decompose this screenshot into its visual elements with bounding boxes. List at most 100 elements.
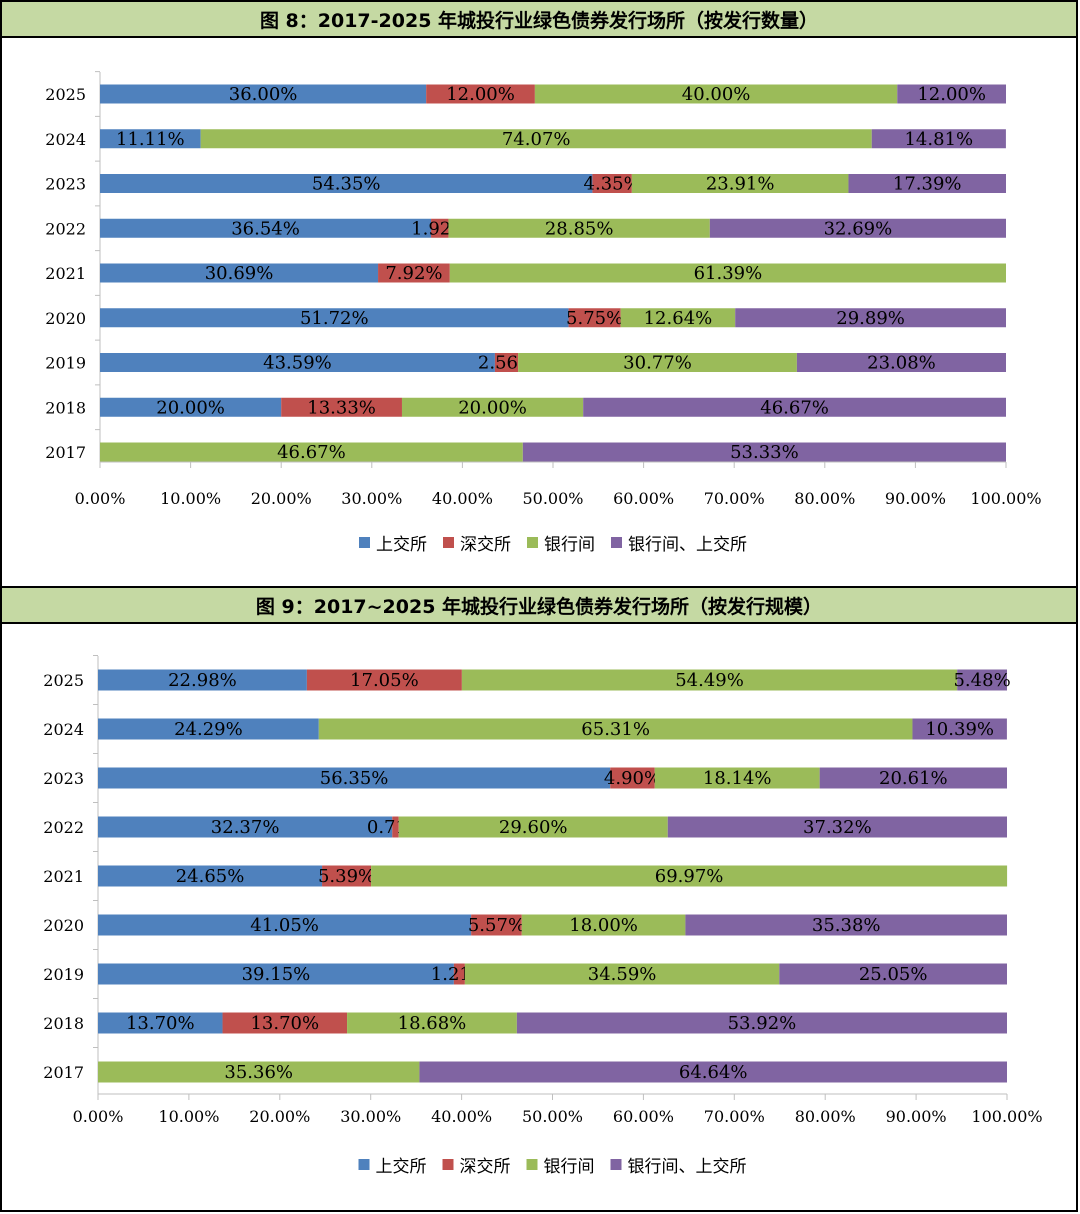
y-category-label: 2021 (43, 867, 84, 886)
bar-segment (957, 669, 1007, 691)
bar-segment (871, 129, 1006, 149)
y-category-label: 2019 (45, 354, 86, 373)
data-label: 51.72% (300, 308, 369, 329)
y-category-label: 2022 (43, 818, 84, 837)
legend-label: 上交所 (376, 535, 427, 555)
legend-swatch (358, 1159, 370, 1170)
x-tick-label: 10.00% (160, 489, 221, 508)
data-label: 32.37% (211, 817, 280, 838)
data-label: 24.29% (174, 719, 243, 740)
y-category-label: 2017 (43, 1063, 84, 1082)
bar-segment (98, 669, 307, 691)
bar-segment (796, 353, 1006, 372)
data-label: 39.15% (242, 964, 311, 985)
data-label: 18.00% (569, 915, 638, 936)
data-label: 37.32% (803, 817, 872, 838)
bar-segment (583, 397, 1006, 417)
legend-swatch (443, 537, 454, 548)
data-label: 5.39% (318, 866, 375, 887)
x-tick-label: 0.00% (75, 489, 126, 508)
bar-segment (100, 442, 523, 462)
bar-segment (448, 218, 710, 238)
data-label: 46.67% (277, 442, 346, 463)
bar-segment (610, 767, 655, 789)
bar-segment (819, 767, 1007, 789)
bar-segment (461, 669, 958, 691)
bar-segment (98, 1012, 223, 1034)
x-tick-label: 70.00% (704, 1107, 765, 1126)
data-label: 24.65% (176, 866, 245, 887)
data-label: 12.00% (917, 84, 986, 105)
data-label: 29.60% (499, 817, 568, 838)
x-tick-label: 10.00% (158, 1107, 219, 1126)
data-label: 34.59% (588, 964, 657, 985)
bar-segment (592, 174, 632, 193)
bar-segment (426, 84, 535, 104)
y-category-label: 2023 (45, 175, 86, 194)
data-label: 74.07% (502, 129, 571, 150)
data-label: 46.67% (760, 397, 829, 418)
bar-segment (471, 914, 522, 936)
y-category-label: 2024 (43, 720, 84, 739)
y-category-label: 2020 (43, 916, 84, 935)
bar-segment (98, 718, 319, 740)
x-tick-label: 20.00% (249, 1107, 310, 1126)
bar-segment (449, 263, 1006, 283)
x-tick-label: 100.00% (970, 489, 1041, 508)
legend-swatch (442, 1159, 454, 1170)
data-label: 13.70% (250, 1013, 319, 1034)
legend-label: 银行间、上交所 (628, 535, 747, 555)
bar-segment (518, 353, 797, 372)
legend-swatch (611, 537, 622, 548)
data-label: 17.05% (350, 670, 419, 691)
bar-segment (98, 1061, 420, 1083)
data-label: 11.11% (116, 129, 185, 150)
bar-segment (534, 84, 898, 104)
bar-segment (100, 263, 379, 283)
bar-segment (98, 816, 393, 838)
x-tick-label: 0.00% (73, 1107, 124, 1126)
y-category-label: 2025 (43, 671, 84, 690)
x-tick-label: 80.00% (795, 1107, 856, 1126)
x-tick-label: 50.00% (522, 489, 583, 508)
x-tick-label: 50.00% (522, 1107, 583, 1126)
data-label: 4.90% (604, 768, 661, 789)
bar-segment (100, 129, 201, 149)
x-tick-label: 90.00% (886, 1107, 947, 1126)
bar-segment (378, 263, 450, 283)
legend-label: 银行间 (544, 535, 595, 555)
y-category-label: 2019 (43, 965, 84, 984)
data-label: 35.38% (812, 915, 881, 936)
bar-segment (494, 353, 519, 372)
data-label: 41.05% (250, 915, 319, 936)
y-category-label: 2022 (45, 219, 86, 238)
data-label: 5.48% (953, 670, 1010, 691)
legend-label: 银行间、上交所 (628, 1157, 747, 1177)
bar-segment (453, 963, 465, 985)
bar-segment (667, 816, 1007, 838)
data-label: 18.14% (703, 768, 772, 789)
data-label: 32.69% (824, 218, 893, 239)
data-label: 13.70% (126, 1013, 195, 1034)
bar-segment (222, 1012, 348, 1034)
y-category-label: 2021 (45, 264, 86, 283)
data-label: 4.35% (584, 174, 641, 195)
bar-segment (516, 1012, 1007, 1034)
data-label: 5.75% (566, 308, 623, 329)
bar-segment (371, 865, 1008, 887)
bar-segment (306, 669, 462, 691)
bar-segment (100, 397, 282, 417)
legend-swatch (527, 537, 538, 548)
x-tick-label: 40.00% (432, 489, 493, 508)
bar-segment (620, 308, 736, 328)
legend-label: 银行间 (544, 1157, 595, 1177)
chart-scale-svg: 0.00% 10.00% 20.00% 30.00% 40.00% 50.00% 60.00… (43, 655, 1043, 1177)
data-label: 53.33% (730, 442, 799, 463)
legend-swatch (610, 1159, 622, 1170)
legend-label: 上交所 (376, 1157, 427, 1177)
bar-segment (464, 963, 780, 985)
legend-label: 深交所 (460, 1157, 511, 1177)
data-label: 25.05% (859, 964, 928, 985)
data-label: 61.39% (694, 263, 763, 284)
y-category-label: 2018 (45, 398, 86, 417)
